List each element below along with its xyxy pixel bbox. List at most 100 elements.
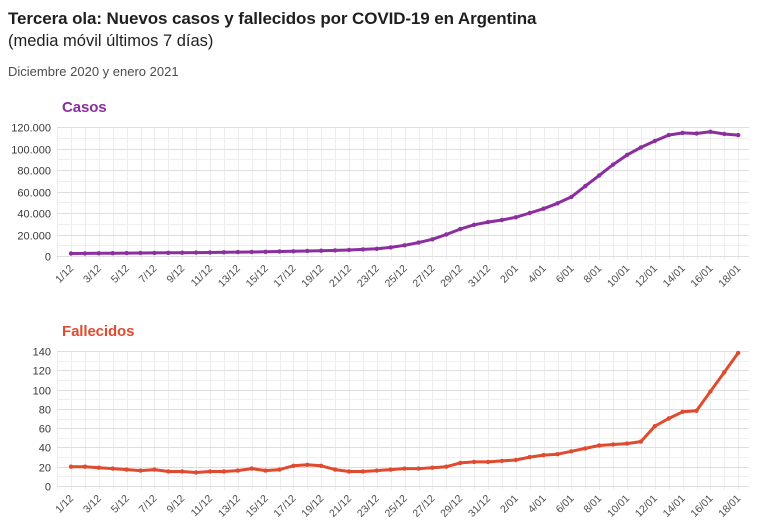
x-tick-label: 6/01 <box>554 493 577 516</box>
data-point-marker <box>110 466 115 472</box>
x-tick-label: 13/12 <box>216 263 243 290</box>
y-tick-label: 60 <box>39 424 51 436</box>
data-point-marker <box>527 455 532 460</box>
data-point-marker <box>124 251 129 256</box>
x-tick-label: 1/12 <box>53 263 76 286</box>
data-point-marker <box>319 463 324 469</box>
data-point-marker <box>680 409 685 415</box>
x-tick-label: 19/12 <box>299 493 326 520</box>
data-point-marker <box>444 232 449 237</box>
data-point-marker <box>513 215 518 220</box>
deaths-chart-section: Fallecidos 0 20 40 60 80 100 120 140 1/12 3/12 5/1… <box>0 323 761 526</box>
line-chart: 0 20.000 40.000 60.000 80.000 100.000 120.000 1… <box>11 123 749 290</box>
data-point-marker <box>541 206 546 212</box>
x-tick-label: 3/12 <box>81 493 104 516</box>
data-point-marker <box>82 464 88 470</box>
x-tick-label: 25/12 <box>383 493 410 520</box>
y-tick-label: 120.000 <box>11 123 51 135</box>
x-tick-label: 19/12 <box>299 263 326 290</box>
data-point-marker <box>583 446 588 451</box>
data-point-marker <box>722 370 727 375</box>
data-point-marker <box>444 464 449 470</box>
data-point-marker <box>736 350 741 356</box>
data-point-marker <box>416 466 421 472</box>
data-point-marker <box>680 130 685 136</box>
data-point-marker <box>138 468 143 474</box>
x-tick-label: 11/12 <box>189 263 216 290</box>
x-tick-label: 3/12 <box>81 263 104 286</box>
x-tick-label: 27/12 <box>410 493 437 520</box>
data-point-marker <box>485 220 491 225</box>
x-tick-label: 31/12 <box>466 493 493 520</box>
y-tick-label: 100.000 <box>11 145 51 157</box>
y-tick-label: 20 <box>39 463 51 475</box>
data-point-marker <box>277 467 282 473</box>
data-point-marker <box>458 227 463 232</box>
x-tick-label: 9/12 <box>164 263 187 286</box>
page-title: Tercera ola: Nuevos casos y fallecidos p… <box>8 9 537 28</box>
page-subtitle: (media móvil últimos 7 días) <box>8 32 214 51</box>
data-point-marker <box>555 201 560 206</box>
data-point-marker <box>597 173 602 178</box>
x-tick-label: 15/12 <box>244 263 271 290</box>
data-point-marker <box>583 184 588 189</box>
data-point-marker <box>722 132 727 137</box>
x-tick-label: 13/12 <box>216 493 243 520</box>
deaths-chart-title: Fallecidos <box>62 323 135 341</box>
x-tick-label: 9/12 <box>164 493 187 516</box>
data-point-marker <box>652 424 657 429</box>
data-point-marker <box>110 251 115 256</box>
y-tick-label: 140 <box>33 347 51 359</box>
data-point-marker <box>402 466 407 472</box>
x-tick-label: 21/12 <box>327 493 354 520</box>
data-point-marker <box>388 245 393 250</box>
x-tick-label: 7/12 <box>137 263 160 286</box>
data-point-marker <box>68 251 74 256</box>
data-point-marker <box>708 389 713 394</box>
x-tick-label: 17/12 <box>271 263 298 290</box>
data-point-marker <box>291 249 296 254</box>
x-tick-label: 25/12 <box>383 263 410 290</box>
data-point-marker <box>332 248 338 253</box>
data-point-marker <box>277 249 282 254</box>
data-point-marker <box>96 465 102 471</box>
data-point-marker <box>694 131 699 136</box>
data-point-marker <box>207 250 213 255</box>
x-tick-label: 12/01 <box>633 493 660 520</box>
data-point-marker <box>68 464 74 470</box>
x-tick-label: 1/12 <box>53 493 76 516</box>
data-point-marker <box>597 443 602 448</box>
x-tick-label: 14/01 <box>661 493 688 520</box>
line-chart: 0 20 40 60 80 100 120 140 1/12 3/12 5/12 7/12 9/12 11… <box>33 347 749 520</box>
data-point-marker <box>555 452 560 457</box>
data-point-marker <box>374 246 379 252</box>
data-point-marker <box>221 469 227 474</box>
cases-chart-section: Casos 0 20.000 40.000 60.000 80.000 100.000 12… <box>0 99 761 296</box>
y-tick-label: 0 <box>45 482 51 494</box>
data-point-marker <box>346 248 352 253</box>
data-point-marker <box>207 469 213 474</box>
data-point-marker <box>638 439 644 445</box>
x-tick-label: 18/01 <box>716 263 743 290</box>
data-point-marker <box>138 251 143 256</box>
data-point-marker <box>193 470 199 475</box>
data-point-marker <box>652 139 657 144</box>
data-point-marker <box>708 129 713 135</box>
x-tick-label: 6/01 <box>554 263 577 286</box>
data-point-marker <box>96 251 102 256</box>
data-point-marker <box>610 162 616 168</box>
data-point-marker <box>402 243 407 248</box>
data-point-marker <box>499 218 505 223</box>
x-tick-label: 14/01 <box>661 263 688 290</box>
x-tick-label: 4/01 <box>526 263 549 286</box>
data-point-marker <box>416 240 421 246</box>
data-point-marker <box>569 194 574 200</box>
data-point-marker <box>305 462 310 468</box>
x-tick-label: 23/12 <box>355 493 382 520</box>
x-tick-label: 2/01 <box>498 263 521 286</box>
x-tick-label: 21/12 <box>327 263 354 290</box>
x-tick-label: 31/12 <box>466 263 493 290</box>
y-tick-label: 40 <box>39 443 51 455</box>
x-tick-label: 15/12 <box>244 493 271 520</box>
